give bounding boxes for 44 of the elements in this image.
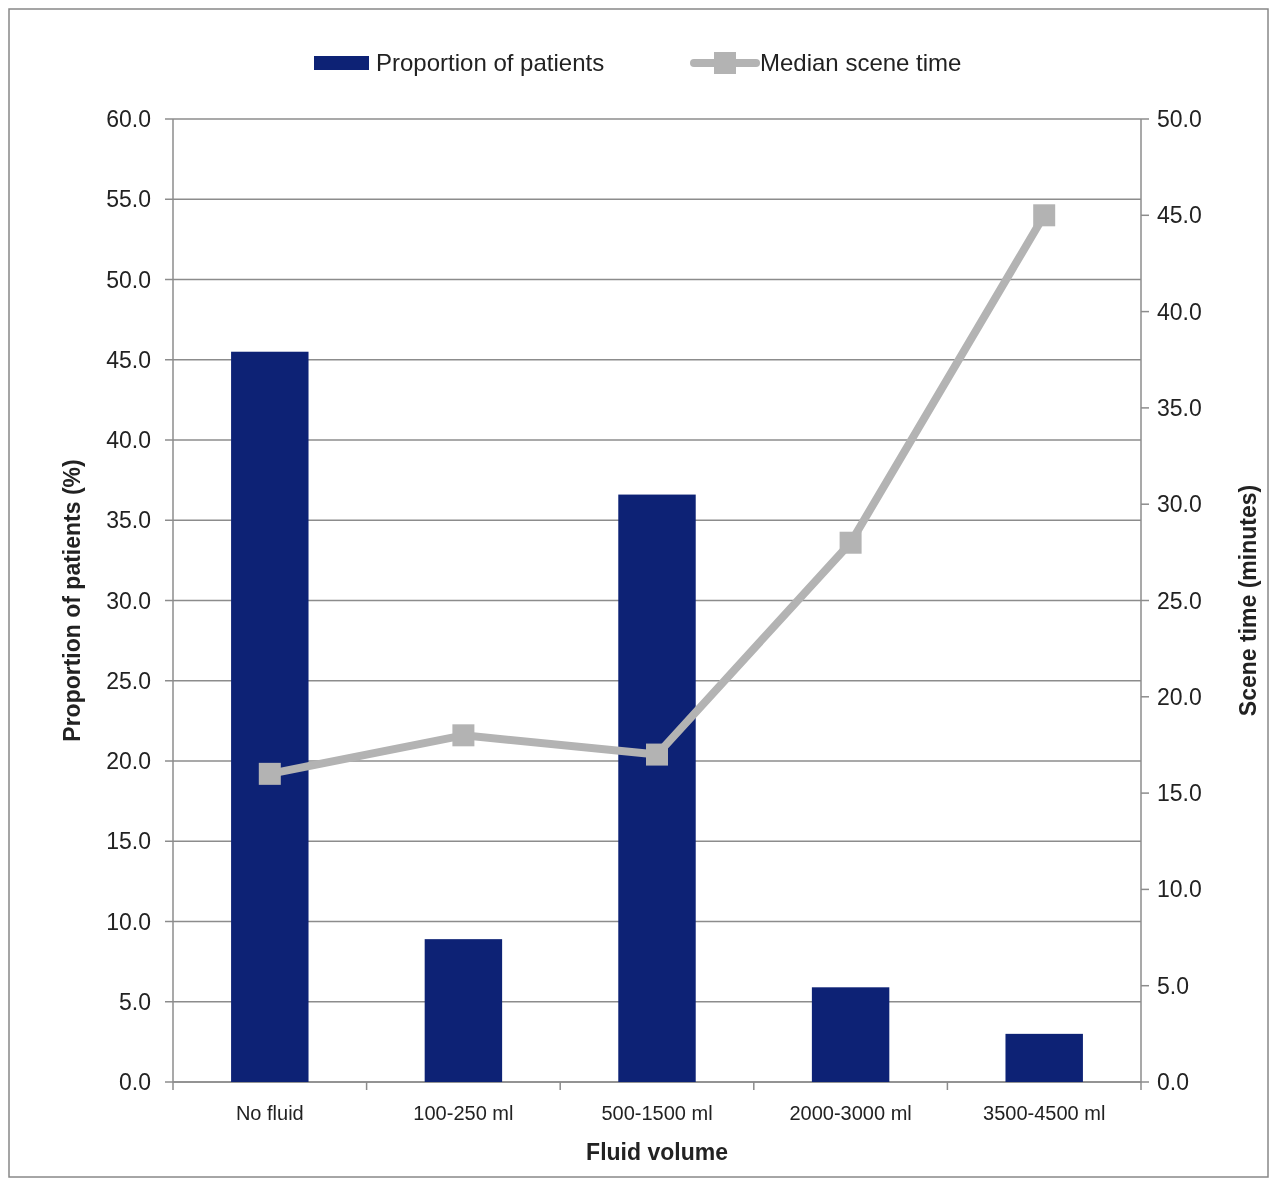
- bar: [424, 939, 503, 1082]
- bar: [231, 351, 309, 1082]
- point: [646, 743, 668, 766]
- y-tick-label: 25.0: [106, 667, 151, 694]
- y-tick-label: 35.0: [106, 507, 151, 534]
- point: [1033, 204, 1056, 227]
- y2-tick-label: 30.0: [1157, 491, 1202, 518]
- point: [258, 762, 281, 785]
- x-tick-label: 3500-4500 ml: [983, 1102, 1106, 1124]
- y-tick-label: 5.0: [119, 988, 151, 1015]
- y-tick-label: 10.0: [106, 908, 151, 935]
- bar: [618, 494, 696, 1082]
- x-tick-label: No fluid: [235, 1102, 304, 1124]
- y-tick-label: 15.0: [106, 828, 151, 855]
- y2-tick-label: 0.0: [1157, 1069, 1189, 1096]
- bar: [811, 987, 890, 1082]
- y-tick-label: 40.0: [106, 427, 151, 454]
- y2-tick-label: 35.0: [1157, 394, 1202, 421]
- x-axis-title: Fluid volume: [586, 1139, 728, 1165]
- y2-tick-label: 40.0: [1157, 298, 1202, 325]
- y-tick-label: 20.0: [106, 748, 151, 775]
- y2-tick-label: 15.0: [1157, 780, 1202, 807]
- x-tick-label: 100-250 ml: [413, 1102, 514, 1124]
- y-axis-title: Proportion of patients (%): [59, 459, 85, 742]
- y2-tick-label: 25.0: [1157, 587, 1202, 614]
- y-tick-label: 30.0: [106, 587, 151, 614]
- bar: [1005, 1033, 1083, 1082]
- y2-tick-label: 45.0: [1157, 202, 1202, 229]
- legend-label: Median scene time: [760, 49, 962, 77]
- y-tick-label: 50.0: [106, 266, 151, 293]
- y-tick-label: 55.0: [106, 186, 151, 213]
- point: [839, 531, 862, 554]
- point: [452, 724, 475, 747]
- y-tick-label: 60.0: [106, 106, 151, 133]
- y-tick-label: 0.0: [119, 1069, 151, 1096]
- y2-tick-label: 20.0: [1157, 683, 1202, 710]
- y2-tick-label: 5.0: [1157, 972, 1189, 999]
- legend-label: Proportion of patients: [376, 49, 605, 77]
- y2-axis-title: Scene time (minutes): [1235, 484, 1261, 717]
- y2-tick-label: 10.0: [1157, 876, 1202, 903]
- x-tick-label: 500-1500 ml: [601, 1102, 713, 1124]
- y-tick-label: 45.0: [106, 346, 151, 373]
- y2-tick-label: 50.0: [1157, 106, 1202, 133]
- x-tick-label: 2000-3000 ml: [789, 1102, 912, 1124]
